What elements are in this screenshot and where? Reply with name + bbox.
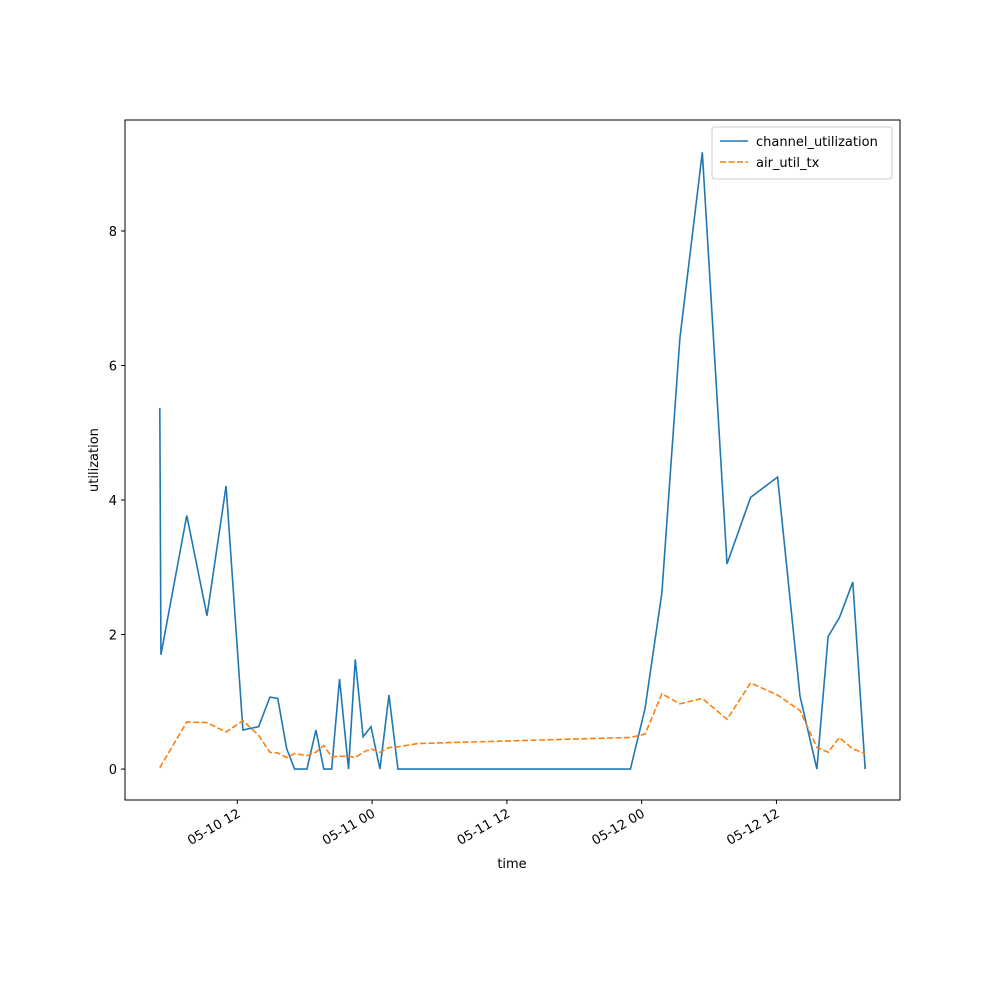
legend-label: channel_utilization bbox=[756, 135, 878, 150]
legend-label: air_util_tx bbox=[756, 156, 820, 171]
x-tick-label: 05-11 00 bbox=[320, 806, 378, 848]
y-tick-label: 2 bbox=[109, 629, 117, 644]
x-tick-label: 05-12 12 bbox=[724, 806, 782, 848]
series-line bbox=[159, 681, 866, 769]
y-axis-label: utilization bbox=[87, 428, 102, 492]
x-axis-label: time bbox=[497, 857, 526, 872]
y-tick-label: 8 bbox=[109, 225, 117, 240]
legend-box bbox=[711, 126, 893, 180]
x-tick-label: 05-10 12 bbox=[185, 806, 243, 848]
series-line bbox=[159, 152, 866, 770]
x-tick-label: 05-12 00 bbox=[590, 806, 648, 848]
y-tick-label: 6 bbox=[109, 359, 117, 374]
x-tick-label: 05-11 12 bbox=[455, 806, 513, 848]
y-tick-label: 4 bbox=[109, 494, 117, 509]
plot-frame bbox=[124, 119, 901, 801]
y-tick-label: 0 bbox=[109, 763, 117, 778]
